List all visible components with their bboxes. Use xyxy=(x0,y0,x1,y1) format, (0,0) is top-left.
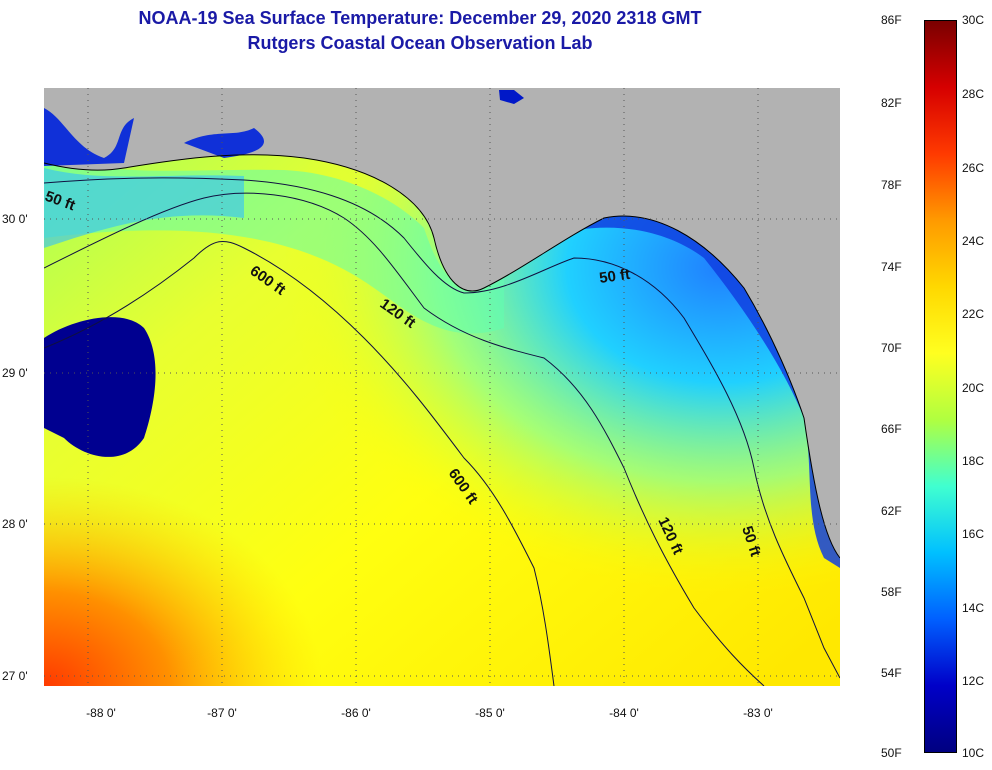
colorbar-f-label: 82F xyxy=(881,96,902,110)
colorbar-f-label: 58F xyxy=(881,585,902,599)
lon-label: -87 0' xyxy=(207,706,237,720)
colorbar-f-label: 62F xyxy=(881,504,902,518)
lon-label: -84 0' xyxy=(609,706,639,720)
nearshore-cool-water xyxy=(44,168,244,248)
colorbar-c-label: 22C xyxy=(962,307,985,321)
sst-map: 50 ft 600 ft 120 ft 50 ft 600 ft 120 ft … xyxy=(44,88,840,686)
colorbar-c-label: 28C xyxy=(962,87,985,101)
colorbar-f-label: 86F xyxy=(881,13,902,27)
coastline xyxy=(44,154,840,559)
colorbar-c-label: 20C xyxy=(962,381,985,395)
colorbar-f-label: 70F xyxy=(881,341,902,355)
lat-label: 27 0' xyxy=(2,669,28,683)
lake-water xyxy=(499,90,524,104)
cloud-mask-region xyxy=(44,317,156,457)
sst-map-graphic: 50 ft 600 ft 120 ft 50 ft 600 ft 120 ft … xyxy=(44,88,840,686)
map-subtitle: Rutgers Coastal Ocean Observation Lab xyxy=(247,33,593,53)
colorbar-f-label: 50F xyxy=(881,746,902,760)
lat-label: 28 0' xyxy=(2,517,28,531)
colorbar-f-label: 78F xyxy=(881,178,902,192)
colorbar-c-label: 16C xyxy=(962,527,985,541)
colorbar-f-label: 66F xyxy=(881,422,902,436)
lon-label: -88 0' xyxy=(86,706,116,720)
colorbar-f-label: 74F xyxy=(881,260,902,274)
graticule xyxy=(44,88,840,686)
lat-label: 29 0' xyxy=(2,366,28,380)
contour-50ft xyxy=(44,177,840,679)
lon-label: -86 0' xyxy=(341,706,371,720)
colorbar-c-label: 24C xyxy=(962,234,985,248)
map-title: NOAA-19 Sea Surface Temperature: Decembe… xyxy=(138,8,702,28)
contour-600ft xyxy=(44,240,555,686)
colorbar-c-label: 10C xyxy=(962,746,985,760)
colorbar-c-label: 18C xyxy=(962,454,985,468)
bay-water xyxy=(44,108,134,166)
bay-water xyxy=(184,128,264,158)
contour-label-50ft-northeast: 50 ft xyxy=(598,266,631,287)
lon-label: -83 0' xyxy=(743,706,773,720)
lon-label: -85 0' xyxy=(475,706,505,720)
colorbar-f-label: 54F xyxy=(881,666,902,680)
land-area xyxy=(44,88,840,558)
contour-120ft xyxy=(44,192,765,686)
colorbar-c-label: 30C xyxy=(962,13,985,27)
colorbar-c-label: 12C xyxy=(962,674,985,688)
temperature-colorbar xyxy=(924,20,957,753)
lat-label: 30 0' xyxy=(2,212,28,226)
colorbar-c-label: 14C xyxy=(962,601,985,615)
colorbar-c-label: 26C xyxy=(962,161,985,175)
